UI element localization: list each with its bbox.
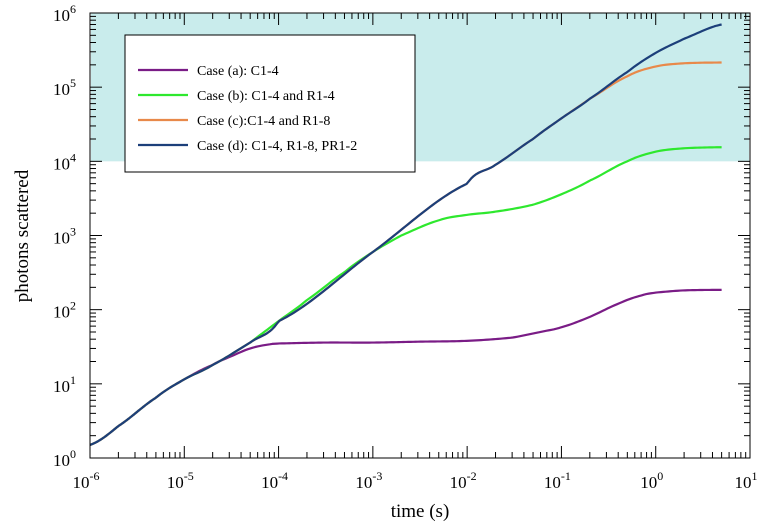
x-tick-label: 10-3 (355, 469, 382, 492)
label-layer: 10-6 10-5 10-4 10-3 10-2 10-1 100 101 100 101 102 1… (53, 2, 758, 492)
x-tick-label: 101 (735, 469, 758, 492)
x-axis-title: time (s) (391, 501, 450, 522)
x-tick-label: 10-4 (261, 469, 288, 492)
x-tick-label: 10-5 (167, 469, 194, 492)
tick-layer (89, 12, 751, 459)
series-layer (89, 23, 722, 446)
y-tick-label: 100 (53, 447, 76, 470)
legend-label-4: Case (d): C1-4, R1-8, PR1-2 (197, 139, 357, 154)
y-tick-label: 101 (53, 373, 76, 396)
legend-label-1: Case (a): C1-4 (197, 64, 279, 79)
y-tick-label: 102 (53, 299, 76, 322)
x-tick-label: 10-1 (544, 469, 571, 492)
y-tick-label: 104 (53, 150, 76, 173)
x-tick-label: 10-2 (450, 469, 477, 492)
legend-label-2: Case (b): C1-4 and R1-4 (197, 89, 335, 104)
y-tick-label: 106 (53, 2, 76, 25)
y-axis-title: photons scattered (12, 169, 33, 302)
y-tick-label: 105 (53, 76, 76, 99)
legend: Case (a): C1-4 Case (b): C1-4 and R1-4 Cas… (124, 34, 416, 173)
series-line-2 (89, 146, 722, 446)
y-tick-label: 103 (53, 225, 76, 248)
legend-items: Case (a): C1-4 Case (b): C1-4 and R1-4 Cas… (138, 64, 357, 154)
x-tick-label: 10-6 (73, 469, 100, 492)
legend-box (124, 34, 416, 173)
x-tick-label: 100 (640, 469, 663, 492)
series-line-4 (89, 23, 722, 446)
series-line-1 (89, 288, 722, 446)
legend-label-3: Case (c):C1-4 and R1-8 (197, 114, 330, 129)
